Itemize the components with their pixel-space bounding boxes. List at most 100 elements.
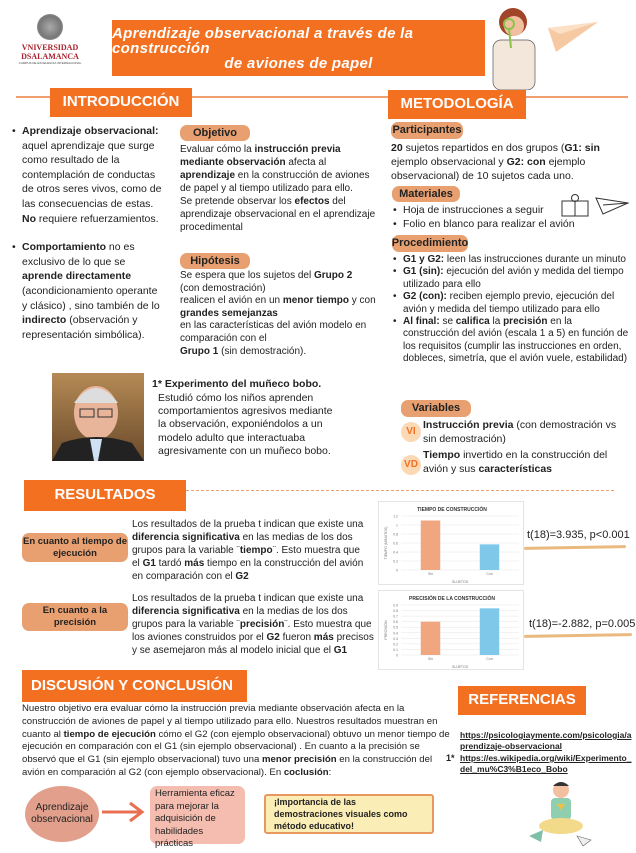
bold-text: aprende directamente [22, 270, 132, 283]
bold-text: tiempo de ejecución [63, 728, 156, 740]
instructions-book-icon [560, 193, 590, 222]
vd-text: Tiempo invertido en la construcción del … [423, 449, 618, 476]
y-tick-label: 0 [396, 569, 398, 573]
chart-precision: PRECISIÓN DE LA CONSTRUCCIÓN 0 0.1 0.20.3 0.… [378, 590, 524, 670]
text-segment: tiempo en la construcción del avión en c… [132, 558, 364, 582]
bold-text: G1 (sin): [403, 266, 444, 278]
objetivo-tag: Objetivo [180, 125, 250, 141]
bold-text: aprendizaje [180, 170, 236, 181]
text-segment: tardó [155, 558, 185, 569]
bobo-text: Estudió cómo los niños aprenden comporta… [158, 392, 333, 457]
bold-text: tiempo [239, 545, 273, 556]
woman-magnifier-illustration-icon [487, 4, 539, 91]
bold-text: menor precisión [261, 754, 337, 766]
bold-text: grandes semejanzas [180, 307, 278, 319]
text-segment: Evaluar cómo la [180, 144, 255, 155]
y-tick-label: 0.9 [393, 604, 398, 608]
participantes-text: 20 sujetos repartidos en dos grupos (G1:… [391, 141, 625, 183]
bandura-photo [52, 373, 144, 461]
bold-text: Grupo 2 [313, 270, 353, 281]
reference-link-1[interactable]: https://psicologiaymente.com/psicologia/… [460, 730, 632, 751]
text-segment: (observación y representación simbólica)… [22, 314, 145, 341]
variables-tag: Variables [401, 400, 471, 417]
y-tick-label: 0.6 [393, 542, 398, 546]
text-segment: ejemplo observacional) de 10 sujetos cad… [391, 156, 586, 182]
bold-text: diferencia significativa [132, 532, 240, 543]
discusion-text: Nuestro objetivo era evaluar cómo la ins… [22, 703, 454, 780]
y-axis-label: TIEMPO (MINUTOS) [384, 527, 388, 560]
text-segment: aquel aprendizaje que surge como resulta… [22, 139, 162, 210]
text-segment: no es exclusivo de lo que se [22, 241, 135, 268]
bold-text: efectos [294, 196, 330, 207]
bold-text: Al final: [403, 316, 440, 328]
text-segment: en la construcción del avión (escala 1 a… [403, 316, 629, 365]
materiales-tag: Materiales [392, 186, 460, 202]
bold-text: G2 (con): [403, 291, 447, 303]
text-segment: ¨. Esto muestra que el [132, 545, 360, 569]
y-tick-label: 0.8 [393, 533, 398, 537]
section-heading-resultados: RESULTADOS [24, 480, 186, 511]
text-segment: leen las instrucciones durante un minuto [444, 254, 626, 265]
text-segment: (sin demostración). [218, 345, 307, 357]
x-axis-label: SUJETOS [452, 580, 469, 584]
procedimiento-tag: Procedimiento [392, 235, 468, 252]
text-segment: en las medias de los dos grupos para la … [132, 532, 353, 556]
bold-text: Instrucción previa [423, 419, 514, 431]
text-segment: cómo el G2 (con ejemplo observacional) o… [22, 728, 450, 766]
text-segment: y con [348, 295, 376, 307]
bold-text: Comportamiento [22, 241, 106, 254]
bold-text: Aprendizaje observacional: [22, 125, 159, 137]
tiempo-text: Los resultados de la prueba t indican qu… [132, 518, 366, 583]
seal-icon [37, 14, 63, 40]
paper-plane-illustration-icon [548, 20, 600, 56]
resultados-divider [186, 490, 614, 491]
text-segment: sujetos repartidos en dos grupos ( [402, 142, 565, 154]
section-heading-metodologia: METODOLOGÍA [388, 90, 526, 119]
precision-text: Los resultados de la prueba t indican qu… [132, 592, 376, 657]
text-segment: realicen el avión en un [180, 295, 283, 307]
procedimiento-item: G1 (sin): ejecución del avión y medida d… [393, 266, 629, 291]
text-segment: (con demostración vs sin demostración) [423, 419, 617, 445]
circle-text: Aprendizaje observacional [31, 802, 93, 825]
y-tick-label: 0.8 [393, 609, 398, 613]
bold-text: G1 [333, 645, 348, 656]
text-segment: Los resultados de la prueba t indican qu… [132, 519, 364, 530]
objetivo-text: Evaluar cómo la instrucción previa media… [180, 143, 378, 234]
bold-text: menor tiempo [282, 295, 349, 307]
reference-marker: 1* [446, 753, 455, 763]
text-segment: Los resultados de la prueba t indican qu… [132, 593, 364, 604]
text-segment: en la medias de los dos grupos para la v… [132, 606, 348, 630]
text-segment: del aprendizaje observacional en el apre… [180, 196, 376, 233]
bold-text: califica [455, 316, 490, 328]
bold-text: G1: sin [564, 142, 600, 154]
bold-text: indirecto [22, 314, 67, 327]
materiales-list: Hoja de instrucciones a seguir Folio en … [393, 203, 593, 231]
procedimiento-item: G1 y G2: leen las instrucciones durante … [393, 254, 629, 267]
reference-link-2[interactable]: https://es.wikipedia.org/wiki/Experiment… [460, 753, 632, 774]
bold-text: G2: con [506, 156, 546, 168]
section-heading-discusion: DISCUSIÓN Y CONCLUSIÓN [22, 670, 247, 702]
text-segment: en la construcción de aviones de papel y… [180, 170, 370, 194]
bold-text: características [478, 462, 553, 475]
y-tick-label: 0.7 [393, 615, 398, 619]
underline-stroke [523, 633, 633, 638]
procedimiento-item: Al final: se califica la precisión en la… [393, 316, 629, 366]
logo-line1: VNIVERSIDAD [21, 43, 79, 52]
importancia-scroll: ¡Importancia de las demostraciones visua… [264, 794, 434, 834]
y-tick-label: 0.1 [393, 648, 398, 652]
bar-con [479, 608, 500, 655]
logo-line3: CAMPUS DE EXCELENCIA INTERNACIONAL [18, 61, 82, 65]
y-axis-label: PRECISIÓN [383, 620, 388, 640]
bold-text: Tiempo [423, 449, 461, 461]
title-line1: Aprendizaje observacional a través de la… [112, 24, 414, 57]
vd-badge: VD [401, 455, 421, 475]
x-tick-label: Sin [428, 572, 433, 576]
intro-bullets: Aprendizaje observacional: aquel aprendi… [12, 124, 164, 342]
t-test-precision: t(18)=-2.882, p=0.005 [529, 618, 636, 630]
x-tick-label: Sin [428, 657, 433, 661]
text-segment: invertido en la construcción del avión y… [423, 449, 608, 475]
herramienta-box: Herramienta eficaz para mejorar la adqui… [150, 786, 245, 849]
text-segment: fueron [279, 632, 314, 643]
hipotesis-text: Se espera que los sujetos del Grupo 2 (co… [180, 270, 378, 358]
bobo-title: 1* Experimento del muñeco bobo. [152, 378, 322, 390]
